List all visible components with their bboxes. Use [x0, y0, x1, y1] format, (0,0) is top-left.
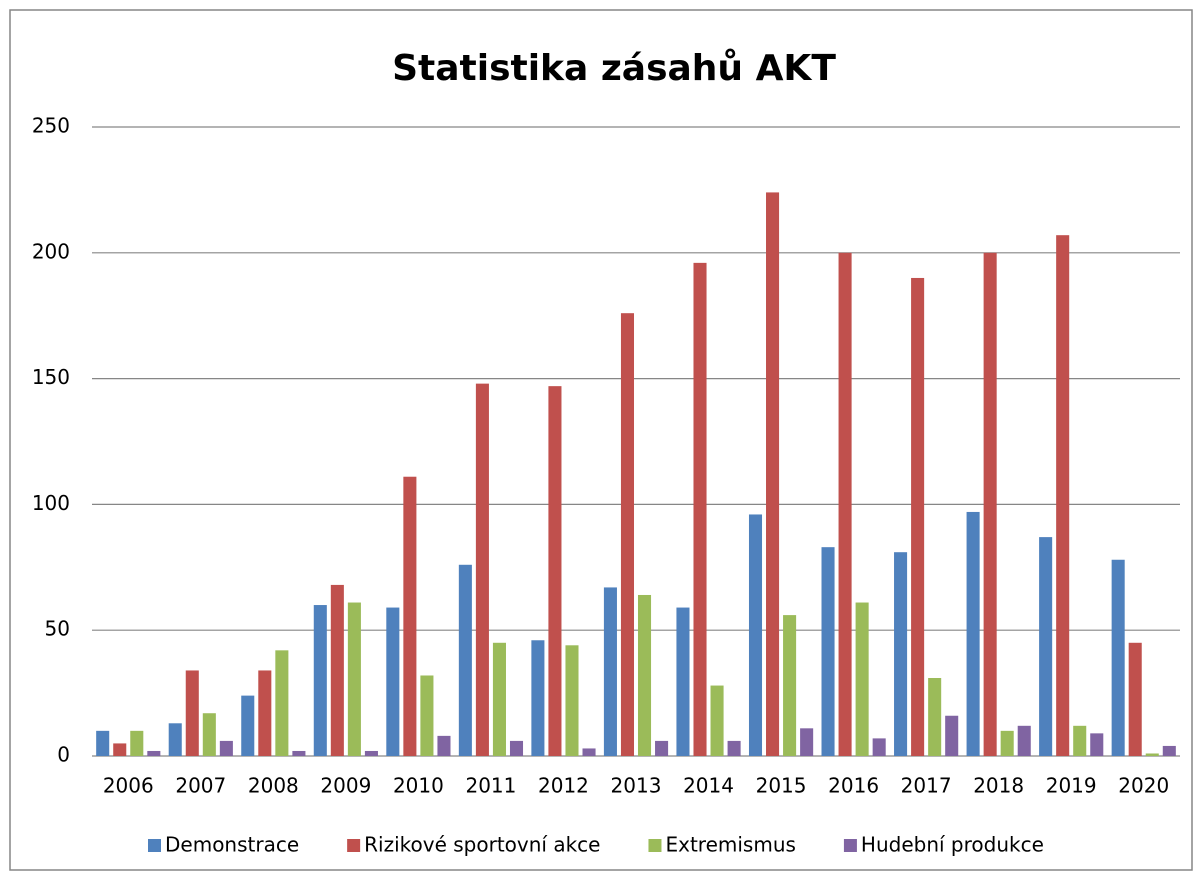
bar: [241, 695, 255, 756]
x-tick-label: 2020: [1118, 774, 1169, 798]
bar: [1000, 730, 1014, 756]
bar: [330, 584, 344, 756]
bar: [492, 642, 506, 756]
y-tick-label: 150: [32, 365, 70, 389]
bar: [783, 615, 797, 756]
bar: [1145, 753, 1159, 756]
x-tick-label: 2017: [901, 774, 952, 798]
legend-swatch: [648, 839, 662, 852]
bar: [420, 675, 434, 756]
legend-swatch: [148, 839, 161, 852]
legend-label: Rizikové sportovní akce: [364, 833, 600, 857]
bar: [710, 685, 724, 756]
y-tick-label: 200: [32, 239, 70, 263]
bar: [582, 748, 596, 756]
bar: [147, 750, 161, 756]
bar: [258, 670, 272, 756]
bar: [800, 728, 814, 756]
bar: [945, 715, 959, 756]
bar: [1090, 733, 1104, 756]
bar: [168, 723, 182, 756]
bar: [911, 277, 925, 756]
bar: [872, 738, 886, 756]
y-tick-label: 0: [57, 743, 70, 767]
bar: [766, 192, 780, 756]
x-tick-label: 2009: [320, 774, 371, 798]
bar: [727, 740, 741, 756]
bar: [637, 594, 652, 756]
chart-title: Statistika zásahů AKT: [392, 48, 836, 89]
bar: [693, 262, 707, 756]
legend-label: Hudební produkce: [861, 833, 1044, 857]
x-tick-label: 2019: [1046, 774, 1097, 798]
x-tick-label: 2012: [538, 774, 589, 798]
bar: [1017, 725, 1031, 756]
bar: [1111, 559, 1125, 756]
bar: [403, 476, 417, 756]
y-tick-label: 250: [32, 114, 70, 138]
bar: [1128, 642, 1142, 756]
y-tick-label: 50: [45, 617, 70, 641]
bar: [620, 313, 635, 756]
bar: [185, 670, 199, 756]
bar: [1056, 235, 1070, 757]
x-tick-label: 2014: [683, 774, 734, 798]
bar: [855, 602, 869, 756]
bar: [292, 750, 306, 756]
bar: [565, 645, 579, 756]
bar: [437, 735, 451, 756]
x-tick-label: 2006: [103, 774, 154, 798]
y-tick-label: 100: [32, 491, 70, 515]
bar: [928, 678, 942, 756]
bar: [475, 383, 489, 756]
bar: [347, 602, 361, 756]
bar: [894, 552, 908, 756]
x-tick-label: 2010: [393, 774, 444, 798]
legend-swatch: [347, 839, 361, 852]
bar: [983, 252, 997, 757]
legend-label: Extremismus: [665, 833, 795, 857]
bar: [748, 514, 763, 756]
bar: [676, 607, 690, 756]
bar: [548, 386, 562, 756]
bar: [113, 743, 127, 756]
bar: [1162, 745, 1176, 756]
bar: [1039, 537, 1053, 756]
x-tick-label: 2011: [465, 774, 516, 798]
x-tick-label: 2008: [248, 774, 299, 798]
bar: [531, 640, 545, 756]
bar: [386, 607, 400, 756]
legend-label: Demonstrace: [165, 833, 299, 857]
bar: [275, 650, 289, 756]
x-tick-label: 2015: [756, 774, 807, 798]
bar: [966, 511, 980, 756]
bar: [313, 605, 327, 756]
x-tick-label: 2007: [175, 774, 226, 798]
bar: [655, 740, 669, 756]
bar: [130, 730, 144, 756]
x-tick-label: 2018: [973, 774, 1024, 798]
bar: [821, 547, 835, 756]
bar: [458, 564, 472, 756]
bar: [1073, 725, 1087, 756]
bar: [509, 740, 524, 756]
bar: [603, 587, 617, 756]
x-tick-label: 2016: [828, 774, 879, 798]
bar: [219, 740, 233, 756]
bar: [96, 730, 110, 756]
bar: [202, 713, 216, 756]
legend-swatch: [843, 839, 857, 852]
x-tick-label: 2013: [611, 774, 662, 798]
bar: [838, 252, 852, 757]
bar: [364, 750, 378, 756]
